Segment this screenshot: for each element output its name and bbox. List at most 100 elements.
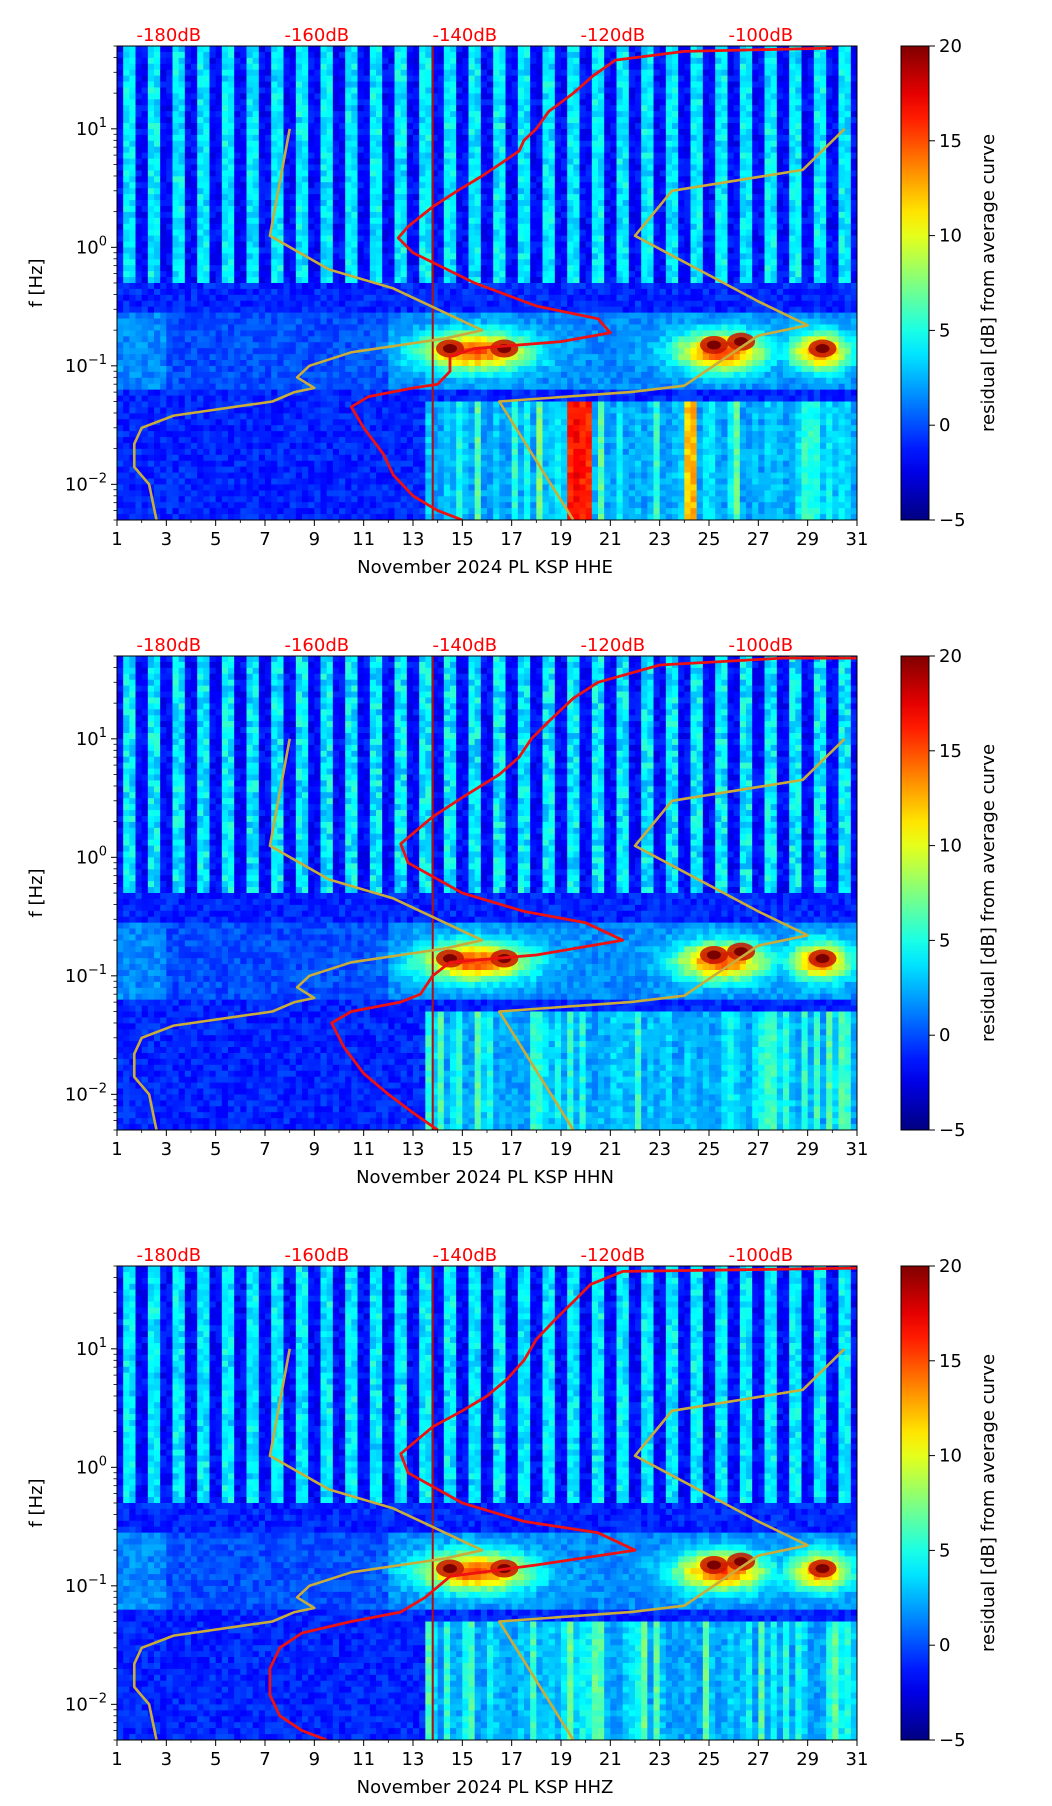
heatmap-cell	[530, 69, 537, 77]
heatmap-cell	[308, 235, 315, 243]
heatmap-cell	[203, 111, 211, 118]
heatmap-cell	[283, 128, 291, 136]
heatmap-cell	[308, 99, 315, 106]
heatmap-cell	[709, 51, 716, 59]
heatmap-cell	[505, 259, 513, 266]
heatmap-cell	[462, 123, 470, 130]
heatmap-cell	[135, 87, 143, 94]
heatmap-cell	[801, 128, 809, 136]
heatmap-cell	[345, 253, 352, 260]
heatmap-cell	[135, 229, 143, 237]
heatmap-cell	[160, 93, 167, 100]
heatmap-cell	[733, 283, 741, 290]
heatmap-cell	[258, 176, 266, 183]
heatmap-cell	[505, 152, 513, 160]
heatmap-cell	[215, 128, 223, 136]
heatmap-cell	[191, 194, 198, 201]
heatmap-cell	[166, 288, 174, 296]
heatmap-cell	[487, 164, 494, 172]
heatmap-cell	[154, 182, 161, 189]
heatmap-cell	[474, 241, 482, 249]
heatmap-cell	[554, 117, 562, 124]
heatmap-cell	[283, 211, 291, 219]
heatmap-cell	[339, 277, 346, 284]
heatmap-cell	[160, 164, 167, 172]
heatmap-cell	[752, 164, 759, 172]
heatmap-cell	[345, 176, 352, 183]
heatmap-cell	[413, 152, 420, 160]
heatmap-cell	[561, 164, 568, 172]
heatmap-cell	[271, 105, 278, 112]
heatmap-cell	[764, 253, 772, 260]
heatmap-cell	[554, 164, 562, 172]
heatmap-cell	[517, 57, 525, 65]
heatmap-cell	[598, 253, 605, 260]
heatmap-cell	[166, 69, 174, 77]
heatmap-cell	[715, 117, 722, 124]
heatmap-cell	[314, 170, 322, 177]
heatmap-cell	[733, 229, 741, 237]
heatmap-cell	[764, 217, 772, 225]
heatmap-cell	[443, 128, 451, 136]
heatmap-cell	[647, 69, 655, 77]
heatmap-cell	[197, 128, 204, 136]
heatmap-cell	[628, 194, 636, 201]
heatmap-cell	[437, 152, 445, 160]
heatmap-cell	[363, 164, 371, 172]
heatmap-cell	[542, 46, 550, 53]
heatmap-cell	[487, 247, 494, 254]
heatmap-cell	[314, 46, 322, 53]
heatmap-cell	[770, 146, 778, 154]
heatmap-cell	[178, 128, 186, 136]
heatmap-cell	[474, 51, 482, 59]
heatmap-cell	[308, 223, 315, 231]
heatmap-cell	[505, 277, 513, 284]
heatmap-cell	[567, 99, 574, 106]
heatmap-cell	[425, 235, 433, 243]
heatmap-cell	[295, 176, 303, 183]
heatmap-cell	[499, 46, 507, 53]
heatmap-cell	[406, 188, 414, 195]
heatmap-cell	[252, 128, 260, 136]
heatmap-cell	[678, 283, 685, 290]
heatmap-cell	[659, 93, 667, 100]
heatmap-cell	[135, 211, 143, 219]
heatmap-cell	[265, 111, 272, 118]
heatmap-cell	[203, 63, 211, 71]
heatmap-cell	[425, 69, 433, 77]
heatmap-cell	[844, 93, 852, 100]
heatmap-cell	[672, 247, 679, 254]
heatmap-cell	[228, 46, 235, 53]
heatmap-cell	[141, 271, 149, 278]
heatmap-cell	[388, 182, 396, 189]
heatmap-cell	[696, 99, 704, 106]
heatmap-cell	[166, 247, 174, 254]
heatmap-cell	[530, 105, 537, 112]
heatmap-cell	[653, 188, 661, 195]
heatmap-cell	[345, 75, 352, 83]
heatmap-cell	[696, 146, 704, 154]
heatmap-cell	[160, 253, 167, 260]
heatmap-cell	[394, 146, 402, 154]
heatmap-cell	[221, 164, 229, 172]
heatmap-cell	[628, 217, 636, 225]
heatmap-cell	[437, 229, 445, 237]
heatmap-cell	[277, 164, 285, 172]
heatmap-cell	[406, 51, 414, 59]
heatmap-cell	[758, 117, 766, 124]
heatmap-cell	[172, 140, 180, 148]
heatmap-cell	[554, 105, 562, 112]
heatmap-cell	[419, 170, 426, 177]
heatmap-cell	[678, 241, 685, 249]
heatmap-cell	[166, 259, 174, 266]
heatmap-cell	[246, 241, 254, 249]
heatmap-cell	[746, 69, 753, 77]
heatmap-cell	[530, 283, 537, 290]
heatmap-cell	[752, 229, 759, 237]
heatmap-cell	[487, 69, 494, 77]
heatmap-cell	[437, 205, 445, 213]
heatmap-cell	[554, 229, 562, 237]
heatmap-cell	[234, 200, 241, 207]
heatmap-cell	[394, 69, 402, 77]
heatmap-cell	[690, 128, 698, 136]
